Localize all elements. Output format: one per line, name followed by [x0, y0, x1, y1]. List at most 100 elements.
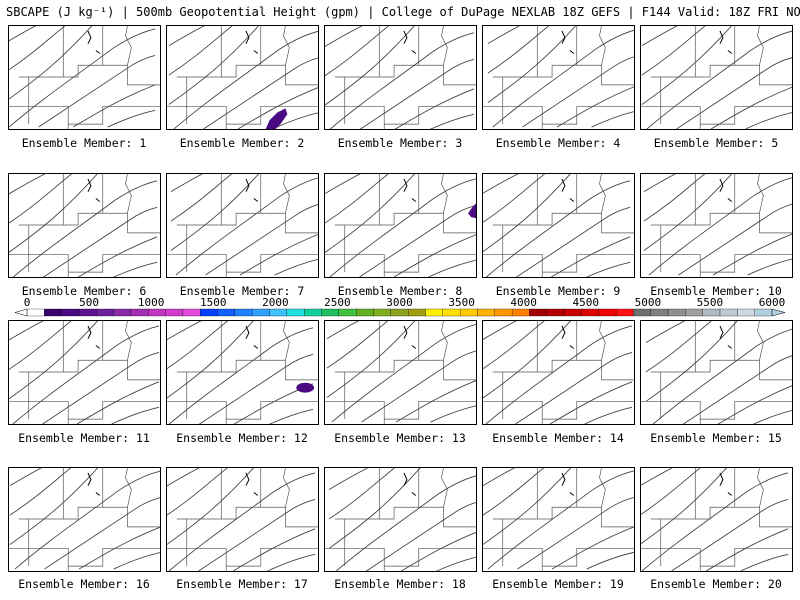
map-5 — [641, 26, 792, 129]
state-borders — [641, 174, 792, 277]
colorbar-swatch — [338, 308, 357, 317]
colorbar-tick-label: 1500 — [200, 296, 227, 309]
colorbar-swatch — [200, 308, 218, 317]
map-1 — [9, 26, 160, 129]
member-caption: Ensemble Member: 3 — [337, 136, 463, 150]
colorbar-swatch — [390, 308, 409, 317]
member-caption: Ensemble Member: 13 — [334, 431, 466, 445]
member-caption: Ensemble Member: 19 — [492, 577, 624, 591]
ensemble-panel-2 — [166, 25, 319, 130]
colorbar-tick-label: 4000 — [510, 296, 537, 309]
colorbar-swatch — [754, 308, 773, 317]
colorbar-swatch — [130, 308, 149, 317]
map-15 — [641, 321, 792, 424]
height-contours — [328, 468, 476, 571]
state-borders — [167, 321, 318, 424]
colorbar-swatch — [304, 308, 322, 317]
member-caption: Ensemble Member: 11 — [18, 431, 150, 445]
colorbar-swatch — [529, 308, 547, 317]
colorbar-tick-label: 2000 — [262, 296, 289, 309]
colorbar-swatch — [148, 308, 166, 317]
colorbar-tick-label: 3500 — [448, 296, 475, 309]
state-borders — [9, 26, 160, 129]
colorbar-swatch — [581, 308, 599, 317]
height-contours — [168, 26, 318, 129]
colorbar-swatch — [408, 308, 426, 317]
state-borders — [325, 468, 476, 571]
map-14 — [483, 321, 634, 424]
ensemble-panel-8 — [324, 173, 477, 278]
cape-shading — [296, 382, 315, 393]
colorbar-swatch — [165, 308, 184, 317]
state-borders — [483, 26, 634, 129]
state-borders — [325, 26, 476, 129]
map-10 — [641, 174, 792, 277]
colorbar-tick-label: 0 — [24, 296, 31, 309]
member-caption: Ensemble Member: 8 — [337, 284, 463, 298]
figure-title: SBCAPE (J kg⁻¹) | 500mb Geopotential Hei… — [6, 5, 800, 19]
member-caption: Ensemble Member: 1 — [21, 136, 147, 150]
map-16 — [9, 468, 160, 571]
colorbar-swatch — [96, 308, 114, 317]
ensemble-panel-14 — [482, 320, 635, 425]
colorbar-swatch — [667, 308, 686, 317]
colorbar-swatch — [286, 308, 305, 317]
colorbar-swatch — [356, 308, 374, 317]
state-borders — [641, 26, 792, 129]
colorbar-swatch — [615, 308, 634, 317]
colorbar-tick-label: 5000 — [635, 296, 662, 309]
ensemble-panel-18 — [324, 467, 477, 572]
height-contours — [9, 321, 160, 424]
state-borders — [483, 321, 634, 424]
state-borders — [167, 468, 318, 571]
colorbar-swatch — [650, 308, 669, 317]
cape-shading — [265, 108, 288, 129]
colorbar-swatch — [685, 308, 703, 317]
colorbar-swatch — [633, 308, 651, 317]
height-contours — [325, 174, 476, 277]
height-contours — [483, 174, 631, 277]
colorbar-swatch — [598, 308, 617, 317]
ensemble-panel-15 — [640, 320, 793, 425]
height-contours — [641, 468, 789, 571]
member-caption: Ensemble Member: 2 — [179, 136, 305, 150]
map-19 — [483, 468, 634, 571]
state-borders — [483, 468, 634, 571]
member-caption: Ensemble Member: 7 — [179, 284, 305, 298]
height-contours — [483, 468, 634, 570]
member-caption: Ensemble Member: 16 — [18, 577, 150, 591]
colorbar-tick-label: 1000 — [138, 296, 165, 309]
member-caption: Ensemble Member: 4 — [495, 136, 621, 150]
member-caption: Ensemble Member: 14 — [492, 431, 624, 445]
height-contours — [643, 174, 792, 276]
map-6 — [9, 174, 160, 277]
map-3 — [325, 26, 476, 129]
colorbar-swatch — [719, 308, 738, 317]
ensemble-panel-17 — [166, 467, 319, 572]
member-caption: Ensemble Member: 18 — [334, 577, 466, 591]
colorbar-tick-label: 4500 — [573, 296, 600, 309]
colorbar-swatch — [702, 308, 721, 317]
colorbar-swatch — [563, 308, 582, 317]
colorbar-swatch — [494, 308, 513, 317]
colorbar-swatch — [373, 308, 391, 317]
height-contours — [167, 321, 314, 424]
ensemble-panel-12 — [166, 320, 319, 425]
colorbar-swatch — [26, 308, 45, 317]
ensemble-panel-19 — [482, 467, 635, 572]
map-7 — [167, 174, 318, 277]
colorbar-swatch — [269, 308, 288, 317]
colorbar-tick-label: 500 — [79, 296, 99, 309]
colorbar: 0 500 1000 1500 2000 2500 3000 3500 4000 4500 5000… — [0, 296, 800, 320]
colorbar-left-arrow — [14, 308, 28, 317]
member-caption: Ensemble Member: 5 — [653, 136, 779, 150]
colorbar-tick-label: 6000 — [759, 296, 786, 309]
height-contours — [326, 321, 476, 423]
colorbar-swatch — [546, 308, 565, 317]
member-caption: Ensemble Member: 15 — [650, 431, 782, 445]
colorbar-swatch — [113, 308, 132, 317]
colorbar-tick-label: 5500 — [697, 296, 724, 309]
ensemble-panel-5 — [640, 25, 793, 130]
ensemble-panel-11 — [8, 320, 161, 425]
ensemble-panel-20 — [640, 467, 793, 572]
